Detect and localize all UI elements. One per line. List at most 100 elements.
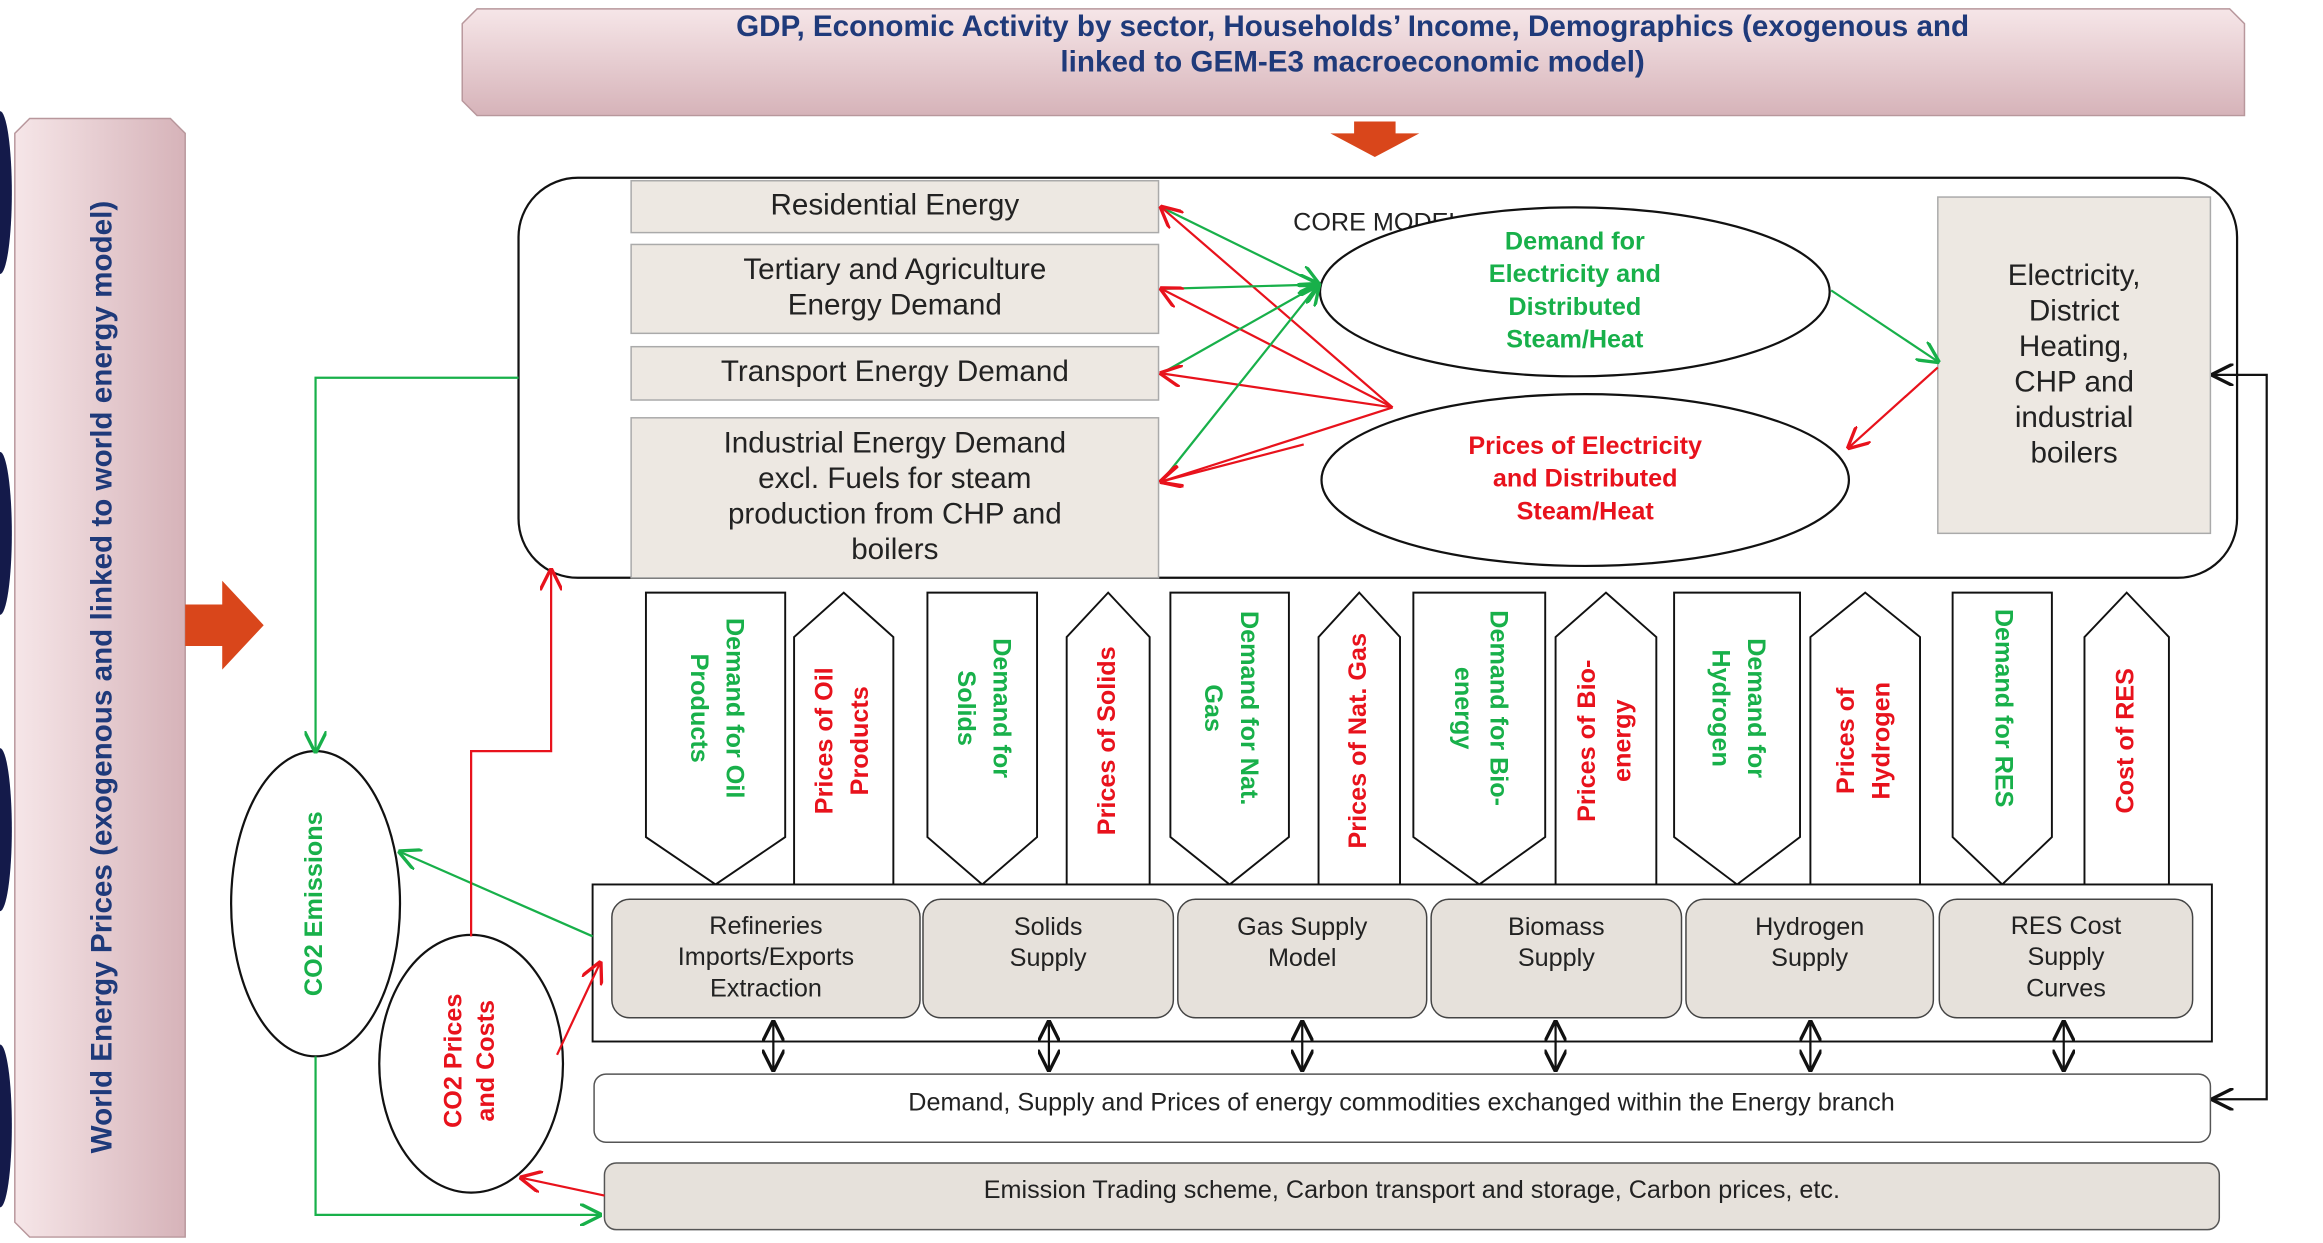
demand-arrow-text: Demand for Nat. (1235, 611, 1263, 805)
demand-box (630, 417, 1160, 579)
power-box-text: District (2029, 294, 2120, 327)
supply-box (1430, 898, 1683, 1019)
demand-arrow-text: Demand for (1742, 638, 1770, 778)
supply-box-text: Supply (1518, 944, 1595, 972)
power-box (1937, 196, 2212, 535)
demand-ellipse-text: Distributed (1508, 293, 1641, 321)
supply-box-text: Supply (1771, 944, 1848, 972)
prices-arrow-text: Prices of (1832, 687, 1860, 794)
red-arrow (1162, 443, 1305, 481)
co2-prices-text: and Costs (472, 1000, 500, 1122)
demand-arrow-text: Hydrogen (1707, 649, 1735, 766)
demand-arrow (1412, 591, 1547, 886)
prices-ellipse-text: Steam/Heat (1517, 497, 1655, 525)
supply-box-text: Supply (1010, 944, 1087, 972)
prices-arrow (1809, 591, 1921, 886)
demand-arrow (1951, 591, 2053, 886)
power-box-text: industrial (2015, 401, 2134, 434)
power-box-text: CHP and (2014, 366, 2134, 399)
feedback-arrow (2213, 375, 2268, 1099)
top-banner-text: linked to GEM-E3 macroeconomic model) (1060, 46, 1644, 79)
supply-box (922, 898, 1175, 1019)
prices-arrow (1554, 591, 1658, 898)
exchange-bar (593, 1073, 2212, 1143)
supply-box-text: Gas Supply (1237, 913, 1368, 941)
left-banner-text: World Energy Prices (exogenous and linke… (86, 201, 119, 1154)
prices-arrow-text: Hydrogen (1868, 682, 1896, 799)
demand-arrow (1673, 591, 1801, 886)
demand-box-text: boilers (851, 533, 938, 566)
green-arrow (314, 1056, 600, 1215)
prices-arrow-text: energy (1608, 699, 1636, 782)
red-arrow (1162, 406, 1393, 481)
demand-box-text: excl. Fuels for steam (758, 462, 1031, 495)
demand-box-text: Tertiary and Agriculture (743, 253, 1046, 286)
green-arrow (400, 852, 594, 938)
power-box-text: Electricity, (2008, 259, 2141, 292)
demand-ellipse-text: Electricity and (1489, 260, 1661, 288)
prices-arrow-text: Prices of Nat. Gas (1344, 633, 1372, 848)
prices-ellipse-text: and Distributed (1493, 465, 1678, 493)
demand-arrow-text: Demand for RES (1990, 609, 2018, 808)
demand-arrow-text: energy (1449, 667, 1477, 750)
supply-box-text: Imports/Exports (678, 943, 854, 971)
demand-arrow-text: Demand for (987, 638, 1015, 778)
demand-arrow-text: Demand for Bio- (1484, 610, 1512, 806)
prices-ellipse-text: Prices of Electricity (1468, 432, 1702, 460)
green-arrow (316, 376, 519, 751)
supply-box (1685, 898, 1935, 1019)
red-arrow (556, 963, 600, 1056)
supply-box-text: Curves (2026, 974, 2106, 1002)
left-banner (14, 117, 186, 1238)
demand-arrow (926, 591, 1039, 886)
exchange-bar-text: Demand, Supply and Prices of energy comm… (908, 1088, 1894, 1116)
green-arrow (1161, 284, 1319, 288)
green-arrow (1160, 284, 1319, 375)
power-box-text: boilers (2030, 437, 2117, 470)
demand-box (630, 243, 1160, 335)
red-arrow (521, 1178, 605, 1197)
demand-arrow (644, 591, 787, 886)
demand-box-text: Industrial Energy Demand (724, 426, 1067, 459)
supply-box-text: Refineries (709, 912, 822, 940)
co2-emissions-text: CO2 Emissions (300, 811, 328, 996)
demand-box (630, 180, 1160, 234)
supply-box (611, 898, 921, 1019)
demand-arrow-text: Products (685, 654, 713, 763)
power-box-text: Heating, (2019, 330, 2129, 363)
demand-arrow (1169, 591, 1290, 886)
demand-box-text: Energy Demand (788, 289, 1002, 322)
supply-box-text: Extraction (710, 974, 822, 1002)
demand-ellipse-text: Steam/Heat (1506, 325, 1644, 353)
emission-trading-text: Emission Trading scheme, Carbon transpor… (984, 1176, 1840, 1204)
prices-arrow-text: Prices of Solids (1093, 646, 1121, 835)
edge-decoration (0, 451, 12, 615)
prices-ellipse (1320, 392, 1851, 568)
red-arrow (470, 570, 551, 937)
demand-box-text: production from CHP and (728, 497, 1062, 530)
supply-box-text: Supply (2027, 943, 2104, 971)
prices-arrow-text: Cost of RES (2111, 668, 2139, 813)
supply-box-text: Model (1268, 944, 1337, 972)
demand-box (630, 345, 1160, 401)
right-arrow (185, 580, 264, 670)
demand-ellipse-text: Demand for (1505, 228, 1645, 256)
co2-prices-text: CO2 Prices (439, 994, 467, 1128)
edge-decoration (0, 111, 12, 275)
prices-arrow-text: Prices of Oil (811, 667, 839, 814)
red-arrow (1162, 373, 1393, 409)
demand-arrow-text: Demand for Oil (721, 618, 749, 798)
top-banner (461, 8, 2246, 117)
demand-box-text: Transport Energy Demand (721, 355, 1069, 388)
demand-arrow-text: Solids (952, 670, 980, 746)
supply-box-text: RES Cost (2011, 912, 2122, 940)
supply-box (1177, 898, 1428, 1019)
demand-box-text: Residential Energy (770, 189, 1019, 222)
top-banner-text: GDP, Economic Activity by sector, Househ… (736, 10, 1969, 43)
supply-box-text: Hydrogen (1755, 913, 1864, 941)
prices-arrow (793, 591, 895, 886)
prices-arrow-text: Products (846, 686, 874, 795)
green-arrow (1830, 289, 1938, 361)
supply-box (1938, 898, 2194, 1019)
